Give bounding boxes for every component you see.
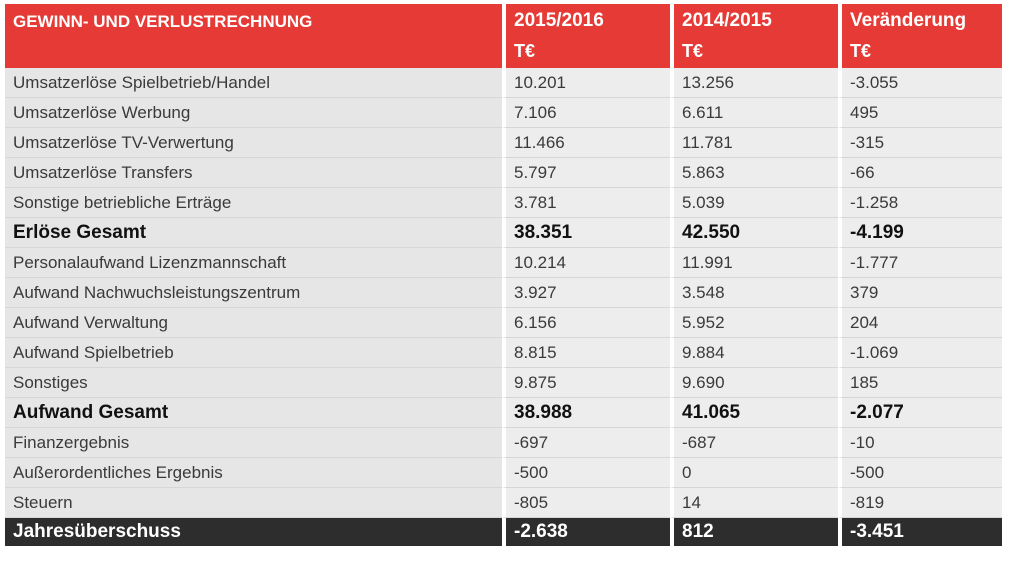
value-2014-2015: 13.256 xyxy=(670,68,838,98)
value-2014-2015: 11.991 xyxy=(670,248,838,278)
row-label: Jahresüberschuss xyxy=(5,518,502,546)
value-2015-2016: 7.106 xyxy=(502,98,670,128)
row-label: Umsatzerlöse Werbung xyxy=(5,98,502,128)
value-2015-2016: 9.875 xyxy=(502,368,670,398)
value-2014-2015: 3.548 xyxy=(670,278,838,308)
value-2014-2015: -687 xyxy=(670,428,838,458)
row-label: Sonstiges xyxy=(5,368,502,398)
value-veraenderung: -1.258 xyxy=(838,188,1002,218)
table-row: Steuern -805 14 -819 xyxy=(5,488,1002,518)
value-veraenderung: -4.199 xyxy=(838,218,1002,248)
value-2015-2016: -805 xyxy=(502,488,670,518)
value-veraenderung: 185 xyxy=(838,368,1002,398)
value-veraenderung: -1.777 xyxy=(838,248,1002,278)
row-label: Steuern xyxy=(5,488,502,518)
value-2015-2016: 3.927 xyxy=(502,278,670,308)
value-2014-2015: 11.781 xyxy=(670,128,838,158)
value-2015-2016: 8.815 xyxy=(502,338,670,368)
row-label: Außerordentliches Ergebnis xyxy=(5,458,502,488)
value-2015-2016: 38.988 xyxy=(502,398,670,428)
value-2014-2015: 0 xyxy=(670,458,838,488)
column-unit: T€ xyxy=(682,41,704,61)
value-2014-2015: 9.690 xyxy=(670,368,838,398)
value-2014-2015: 5.863 xyxy=(670,158,838,188)
value-2015-2016: 10.201 xyxy=(502,68,670,98)
row-label: Erlöse Gesamt xyxy=(5,218,502,248)
table-row: Sonstiges 9.875 9.690 185 xyxy=(5,368,1002,398)
table-row: Aufwand Nachwuchsleistungszentrum 3.927 3.… xyxy=(5,278,1002,308)
value-2015-2016: -2.638 xyxy=(502,518,670,546)
value-2015-2016: -500 xyxy=(502,458,670,488)
row-label: Umsatzerlöse Transfers xyxy=(5,158,502,188)
column-header-2015-2016: 2015/2016 T€ xyxy=(502,4,670,68)
row-label: Umsatzerlöse TV-Verwertung xyxy=(5,128,502,158)
total-row: Jahresüberschuss -2.638 812 -3.451 xyxy=(5,518,1002,546)
column-label: 2014/2015 xyxy=(682,10,772,31)
value-2015-2016: -697 xyxy=(502,428,670,458)
row-label: Finanzergebnis xyxy=(5,428,502,458)
column-header-veraenderung: Veränderung T€ xyxy=(838,4,1002,68)
value-2015-2016: 10.214 xyxy=(502,248,670,278)
value-veraenderung: 204 xyxy=(838,308,1002,338)
table-body: Umsatzerlöse Spielbetrieb/Handel 10.201 13… xyxy=(5,68,1002,546)
value-veraenderung: -10 xyxy=(838,428,1002,458)
value-2014-2015: 41.065 xyxy=(670,398,838,428)
value-2014-2015: 42.550 xyxy=(670,218,838,248)
subtotal-row: Erlöse Gesamt 38.351 42.550 -4.199 xyxy=(5,218,1002,248)
value-veraenderung: -3.451 xyxy=(838,518,1002,546)
table-row: Aufwand Verwaltung 6.156 5.952 204 xyxy=(5,308,1002,338)
value-2014-2015: 9.884 xyxy=(670,338,838,368)
table-row: Umsatzerlöse TV-Verwertung 11.466 11.781 -3… xyxy=(5,128,1002,158)
row-label: Aufwand Gesamt xyxy=(5,398,502,428)
row-label: Personalaufwand Lizenzmannschaft xyxy=(5,248,502,278)
row-label: Aufwand Nachwuchsleistungszentrum xyxy=(5,278,502,308)
row-label: Sonstige betriebliche Erträge xyxy=(5,188,502,218)
column-unit: T€ xyxy=(514,41,536,61)
table-title: GEWINN- UND VERLUSTRECHNUNG xyxy=(5,4,502,68)
value-veraenderung: -2.077 xyxy=(838,398,1002,428)
column-header-2014-2015: 2014/2015 T€ xyxy=(670,4,838,68)
value-2015-2016: 38.351 xyxy=(502,218,670,248)
value-2014-2015: 5.952 xyxy=(670,308,838,338)
table-row: Umsatzerlöse Spielbetrieb/Handel 10.201 13… xyxy=(5,68,1002,98)
value-veraenderung: -1.069 xyxy=(838,338,1002,368)
value-2015-2016: 5.797 xyxy=(502,158,670,188)
value-2014-2015: 6.611 xyxy=(670,98,838,128)
table-header: GEWINN- UND VERLUSTRECHNUNG 2015/2016 T€… xyxy=(5,4,1002,68)
value-veraenderung: -819 xyxy=(838,488,1002,518)
value-veraenderung: -315 xyxy=(838,128,1002,158)
value-2014-2015: 14 xyxy=(670,488,838,518)
value-veraenderung: -3.055 xyxy=(838,68,1002,98)
value-2014-2015: 5.039 xyxy=(670,188,838,218)
table-row: Umsatzerlöse Werbung 7.106 6.611 495 xyxy=(5,98,1002,128)
table-row: Außerordentliches Ergebnis -500 0 -500 xyxy=(5,458,1002,488)
value-veraenderung: 379 xyxy=(838,278,1002,308)
table-row: Finanzergebnis -697 -687 -10 xyxy=(5,428,1002,458)
header-row: GEWINN- UND VERLUSTRECHNUNG 2015/2016 T€… xyxy=(5,4,1002,68)
column-unit: T€ xyxy=(850,41,872,61)
value-2015-2016: 11.466 xyxy=(502,128,670,158)
value-veraenderung: -66 xyxy=(838,158,1002,188)
subtotal-row: Aufwand Gesamt 38.988 41.065 -2.077 xyxy=(5,398,1002,428)
column-label: Veränderung xyxy=(850,10,967,31)
value-2014-2015: 812 xyxy=(670,518,838,546)
row-label: Aufwand Verwaltung xyxy=(5,308,502,338)
value-2015-2016: 6.156 xyxy=(502,308,670,338)
value-2015-2016: 3.781 xyxy=(502,188,670,218)
column-label: 2015/2016 xyxy=(514,10,604,31)
value-veraenderung: 495 xyxy=(838,98,1002,128)
value-veraenderung: -500 xyxy=(838,458,1002,488)
row-label: Umsatzerlöse Spielbetrieb/Handel xyxy=(5,68,502,98)
table-row: Personalaufwand Lizenzmannschaft 10.214 11… xyxy=(5,248,1002,278)
table-row: Umsatzerlöse Transfers 5.797 5.863 -66 xyxy=(5,158,1002,188)
row-label: Aufwand Spielbetrieb xyxy=(5,338,502,368)
income-statement-table: GEWINN- UND VERLUSTRECHNUNG 2015/2016 T€… xyxy=(5,4,1002,546)
table-row: Aufwand Spielbetrieb 8.815 9.884 -1.069 xyxy=(5,338,1002,368)
table-row: Sonstige betriebliche Erträge 3.781 5.039-… xyxy=(5,188,1002,218)
